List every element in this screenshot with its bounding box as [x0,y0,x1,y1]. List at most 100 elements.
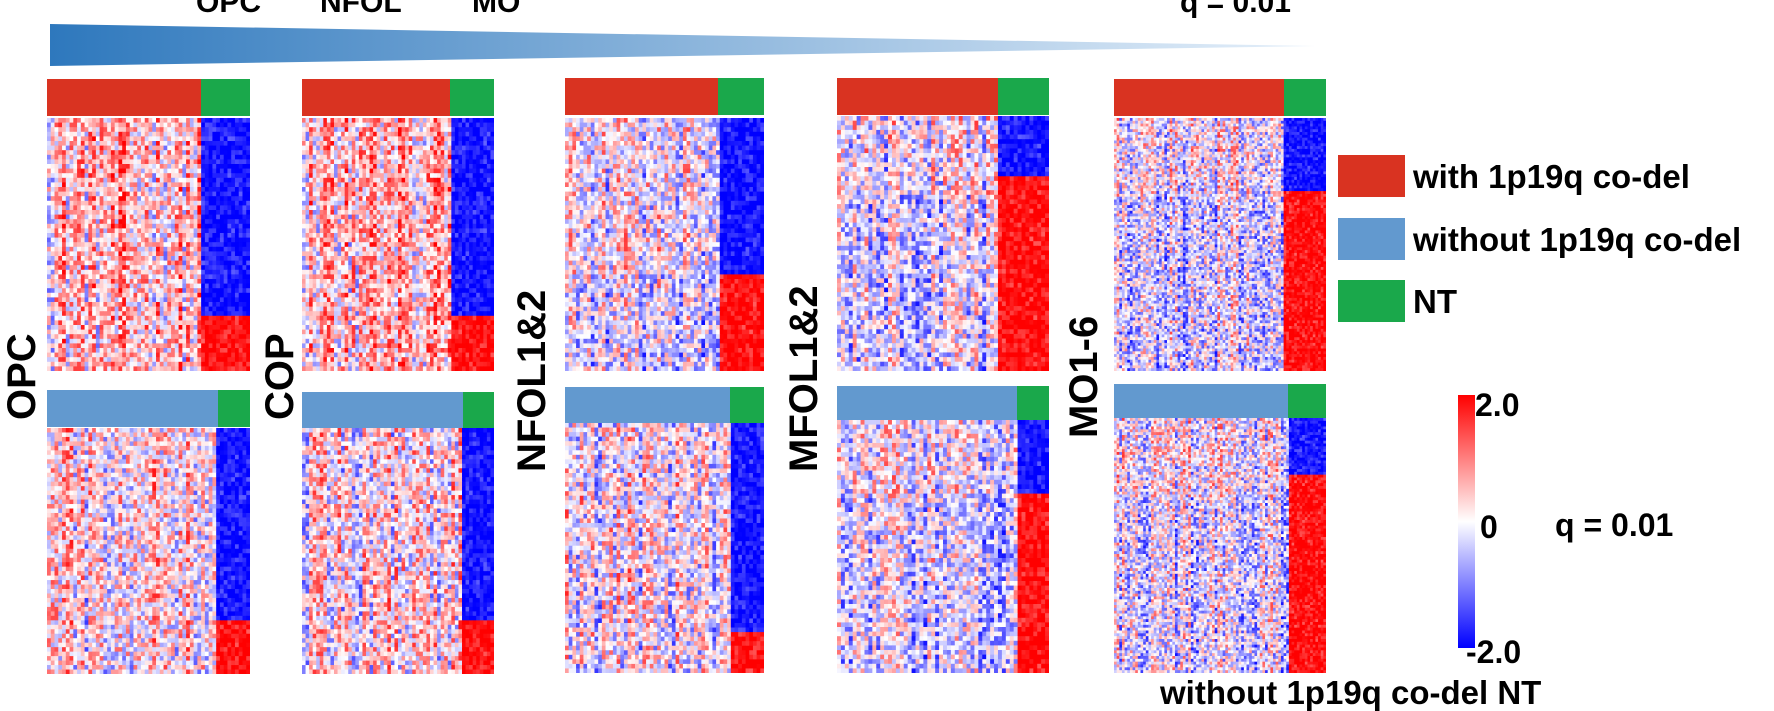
heatmap-cell [51,580,55,585]
heatmap-cell [77,320,81,325]
heatmap-cell [77,517,81,522]
heatmap-cell [77,482,81,487]
heatmap-cell [194,274,198,279]
heatmap-cell [55,468,59,473]
heatmap-cell [73,504,77,509]
heatmap-cell [66,513,70,518]
heatmap-cell [227,118,231,123]
heatmap-cell [88,589,92,594]
heatmap-cell [145,146,149,151]
heatmap-cell [62,482,66,487]
heatmap-cell [73,455,77,460]
heatmap-cell [212,288,216,293]
heatmap-cell [220,219,224,224]
heatmap-cell [66,348,70,353]
heatmap-cell [145,118,149,123]
heatmap-cell [141,288,145,293]
heatmap-cell [133,482,137,487]
heatmap-cell [70,593,74,598]
heatmap-cell [111,362,115,367]
heatmap-cell [167,210,171,215]
heatmap-cell [197,210,201,215]
heatmap-cell [149,297,153,302]
heatmap-cell [115,215,119,220]
heatmap-cell [77,531,81,536]
heatmap-cell [100,256,104,261]
heatmap-cell [152,540,156,545]
heatmap-cell [73,580,77,585]
heatmap-cell [88,339,92,344]
heatmap-cell [115,330,119,335]
heatmap-cell [88,446,92,451]
heatmap-cell [115,293,119,298]
heatmap-cell [205,284,209,289]
heatmap-cell [126,325,130,330]
heatmap-cell [126,339,130,344]
heatmap-cell [227,334,231,339]
heatmap-cell [85,205,89,210]
heatmap-cell [227,482,231,487]
heatmap-cell [103,459,107,464]
heatmap-cell [239,297,243,302]
heatmap-cell [111,468,115,473]
heatmap-cell [66,302,70,307]
heatmap-cell [190,432,194,437]
heatmap-cell [130,477,134,482]
heatmap-cell [242,562,246,567]
heatmap-cell [130,242,134,247]
heatmap-cell [137,127,141,132]
heatmap-cell [88,473,92,478]
heatmap-cell [179,261,183,266]
annotation-bar-opc-codel [47,79,250,116]
heatmap-cell [224,477,228,482]
heatmap-cell [186,531,190,536]
heatmap-cell [115,201,119,206]
heatmap-cell [197,256,201,261]
heatmap-cell [137,320,141,325]
heatmap-cell [100,205,104,210]
heatmap-cell [107,446,111,451]
heatmap-cell [224,284,228,289]
heatmap-cell [201,169,205,174]
heatmap-cell [141,585,145,590]
heatmap-cell [239,251,243,256]
heatmap-cell [197,473,201,478]
heatmap-cell [164,468,168,473]
heatmap-cell [197,535,201,540]
heatmap-cell [130,348,134,353]
heatmap-cell [122,164,126,169]
heatmap-cell [58,357,62,362]
heatmap-cell [209,428,213,433]
heatmap-cell [242,441,246,446]
heatmap-cell [194,366,198,371]
heatmap-cell [246,242,250,247]
heatmap-cell [107,251,111,256]
heatmap-cell [186,136,190,141]
heatmap-cell [171,468,175,473]
heatmap-cell [205,182,209,187]
heatmap-cell [66,576,70,581]
heatmap-cell [92,491,96,496]
heatmap-cell [197,455,201,460]
heatmap-cell [100,334,104,339]
heatmap-cell [141,526,145,531]
heatmap-cell [182,509,186,514]
heatmap-cell [88,330,92,335]
heatmap-cell [58,558,62,563]
heatmap-cell [179,169,183,174]
heatmap-cell [246,585,250,590]
heatmap-cell [167,279,171,284]
heatmap-cell [201,307,205,312]
heatmap-cell [156,576,160,581]
heatmap-cell [141,495,145,500]
heatmap-cell [111,348,115,353]
heatmap-cell [133,215,137,220]
heatmap-cell [149,576,153,581]
heatmap-cell [209,468,213,473]
heatmap-cell [118,228,122,233]
heatmap-cell [242,123,246,128]
heatmap-cell [141,270,145,275]
heatmap-cell [145,468,149,473]
heatmap-cell [201,446,205,451]
heatmap-cell [167,265,171,270]
